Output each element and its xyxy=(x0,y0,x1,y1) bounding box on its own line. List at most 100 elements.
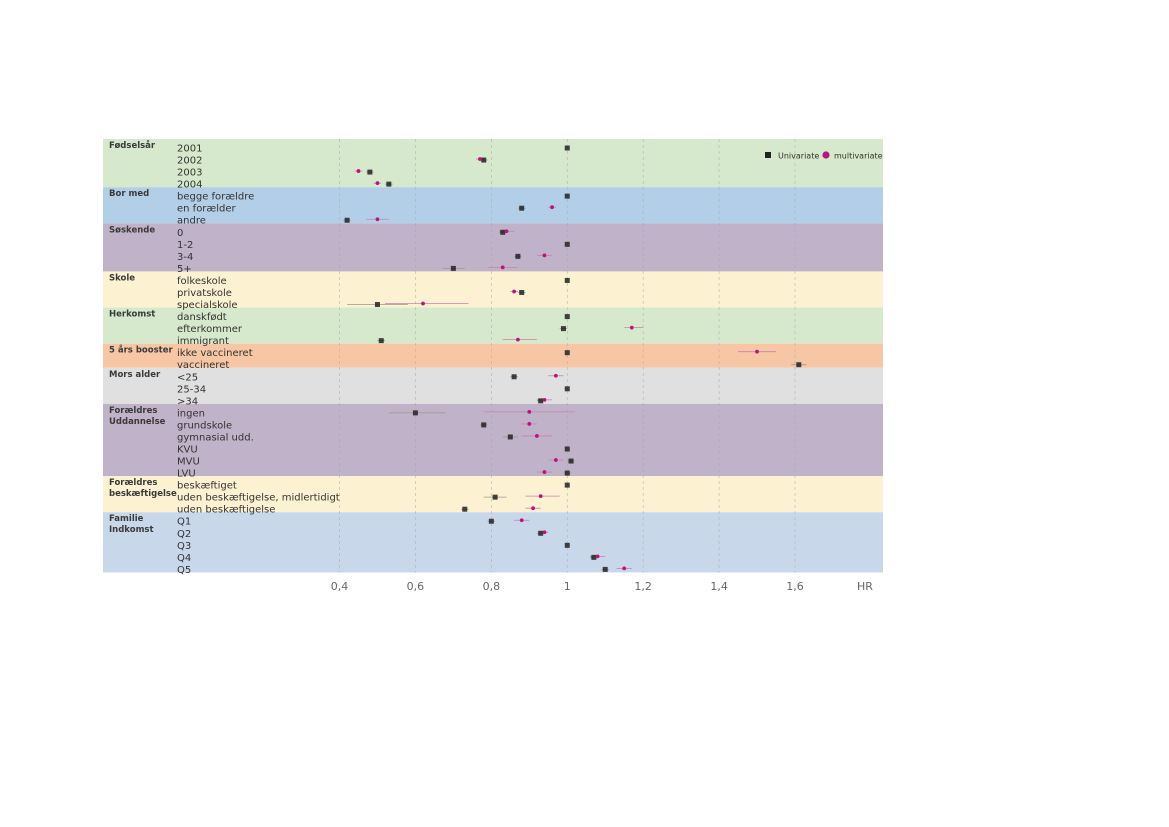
multivariate-point xyxy=(622,566,627,571)
group-band xyxy=(103,223,883,272)
univariate-point xyxy=(564,193,570,199)
group-label: Skole xyxy=(109,273,135,283)
univariate-point xyxy=(519,289,525,295)
row-label: andre xyxy=(177,216,206,227)
group-band xyxy=(103,403,883,477)
univariate-point xyxy=(488,518,494,524)
group-label: Søskende xyxy=(109,225,155,235)
group-label: 5 års booster xyxy=(109,345,173,356)
univariate-point xyxy=(564,314,570,320)
row-label: 3-4 xyxy=(177,252,193,263)
row-label: >34 xyxy=(177,396,198,407)
row-label: Q2 xyxy=(177,529,191,540)
row-label: 2004 xyxy=(177,180,202,191)
legend: Univariate multivariate xyxy=(765,151,883,161)
group-band xyxy=(103,307,883,344)
univariate-point xyxy=(511,374,517,380)
x-axis-label: HR xyxy=(857,580,873,593)
row-label: Q1 xyxy=(177,517,191,528)
multivariate-point xyxy=(375,181,380,186)
multivariate-point xyxy=(553,373,558,378)
group-label: Fødselsår xyxy=(109,140,156,151)
multivariate-point xyxy=(595,554,600,559)
legend-univariate-marker xyxy=(765,152,771,158)
univariate-point xyxy=(538,530,544,536)
row-label: 0 xyxy=(177,228,183,239)
group-band xyxy=(103,187,883,224)
group-label: Mors alder xyxy=(109,370,161,380)
univariate-point xyxy=(492,494,498,500)
row-label: grundskole xyxy=(177,420,232,431)
x-tick-label: 1,4 xyxy=(710,580,728,593)
multivariate-point xyxy=(527,422,532,426)
group-band xyxy=(103,476,883,513)
row-label: efterkommer xyxy=(177,324,243,335)
univariate-point xyxy=(564,482,570,488)
row-label: danskfødt xyxy=(177,312,227,323)
multivariate-point xyxy=(542,530,547,535)
univariate-point xyxy=(374,302,380,308)
row-label: <25 xyxy=(177,372,198,383)
row-label: vaccineret xyxy=(177,360,229,371)
univariate-point xyxy=(564,386,570,392)
row-label: Q4 xyxy=(177,553,191,564)
univariate-point xyxy=(519,205,525,211)
multivariate-point xyxy=(538,494,543,499)
multivariate-point xyxy=(356,169,361,173)
group-band xyxy=(103,367,883,404)
row-label: MVU xyxy=(177,457,200,468)
x-axis: 0,4 0,6 0,8 1 1,2 1,4 1,6 HR xyxy=(331,580,874,593)
univariate-point xyxy=(515,253,521,259)
multivariate-point xyxy=(504,229,509,234)
row-label: 2002 xyxy=(177,156,202,167)
row-label: 1-2 xyxy=(177,240,193,251)
univariate-point xyxy=(412,410,418,416)
row-label: folkeskole xyxy=(177,276,227,287)
univariate-point xyxy=(538,398,544,404)
legend-multivariate-label: multivariate xyxy=(834,152,883,161)
multivariate-point xyxy=(542,253,547,258)
row-label: 25-34 xyxy=(177,384,206,395)
legend-multivariate-marker xyxy=(822,151,830,159)
multivariate-point xyxy=(542,397,547,402)
multivariate-point xyxy=(519,518,524,523)
univariate-point xyxy=(386,181,392,187)
row-label: LVU xyxy=(177,469,196,480)
univariate-point xyxy=(462,506,468,512)
group-band xyxy=(103,139,883,188)
multivariate-point xyxy=(500,265,505,270)
x-tick-label: 0,6 xyxy=(407,580,425,593)
multivariate-point xyxy=(516,337,520,342)
multivariate-point xyxy=(553,458,558,462)
univariate-point xyxy=(602,566,608,572)
multivariate-point xyxy=(478,157,482,161)
x-tick-label: 1,6 xyxy=(786,580,804,593)
univariate-point xyxy=(507,434,513,440)
univariate-point xyxy=(564,446,570,452)
univariate-point xyxy=(564,145,570,151)
row-label: uden beskæftigelse, midlertidigt xyxy=(177,493,340,504)
univariate-point xyxy=(481,157,487,163)
multivariate-point xyxy=(542,470,547,474)
x-tick-label: 0,4 xyxy=(331,580,349,593)
univariate-point xyxy=(564,350,570,356)
row-label: uden beskæftigelse xyxy=(177,505,275,516)
x-tick-label: 0,8 xyxy=(483,580,501,593)
multivariate-point xyxy=(512,289,517,294)
univariate-point xyxy=(564,241,570,247)
group-label: Herkomst xyxy=(109,310,155,320)
group-label: Bor med xyxy=(109,189,149,199)
row-label: privatskole xyxy=(177,288,232,299)
group-label: Forældres beskæftigelse xyxy=(109,478,177,499)
row-label: specialskole xyxy=(177,300,238,311)
multivariate-point xyxy=(550,205,554,210)
data-marks xyxy=(343,145,807,572)
multivariate-point xyxy=(421,301,425,306)
multivariate-point xyxy=(755,349,759,354)
row-label: beskæftiget xyxy=(177,481,237,492)
row-label: 2001 xyxy=(177,144,202,155)
univariate-point xyxy=(481,422,487,428)
x-tick-label: 1,2 xyxy=(634,580,652,593)
